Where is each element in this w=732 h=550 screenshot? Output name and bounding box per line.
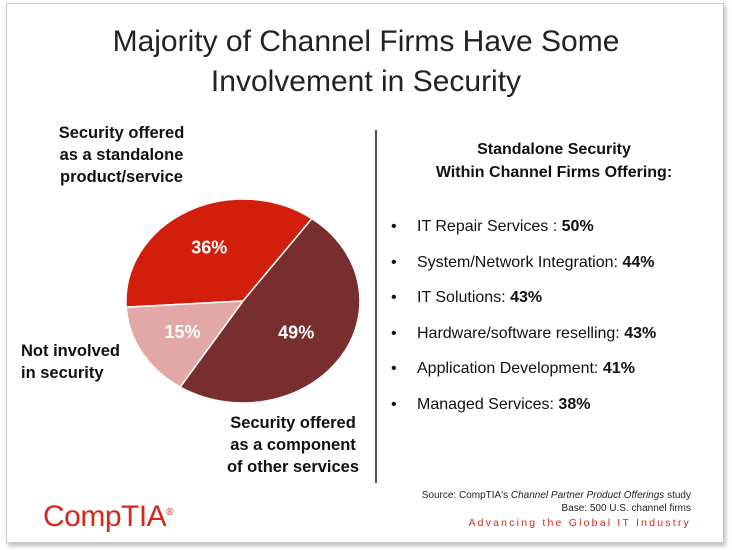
- pie-chart: 36% 49% 15%: [125, 198, 361, 404]
- pie-slice-not-involved: [125, 300, 245, 389]
- list-item: • Application Development: 41%: [391, 360, 635, 377]
- page-title: Majority of Channel Firms Have Some Invo…: [7, 22, 725, 102]
- label-component: Security offered as a component of other…: [226, 414, 360, 476]
- pie-slice-component: [179, 217, 361, 404]
- title-line-1: Majority of Channel Firms Have Some: [112, 25, 620, 58]
- pie-value-component: 49%: [278, 323, 314, 343]
- label-standalone: Security offered as a standalone product…: [58, 124, 185, 186]
- divider-line: [375, 130, 377, 483]
- list-item: • Managed Services: 38%: [391, 395, 591, 413]
- tagline: Advancing the Global IT Industry: [468, 517, 691, 529]
- bullet-icon: •: [391, 395, 397, 413]
- pie-slice-standalone: [125, 198, 314, 309]
- source-note: Source: CompTIA's Channel Partner Produc…: [421, 490, 691, 514]
- bullet-icon: •: [391, 360, 397, 377]
- list-item: • IT Solutions: 43%: [391, 289, 543, 306]
- bullet-icon: •: [391, 324, 397, 342]
- slide: Majority of Channel Firms Have Some Invo…: [6, 3, 724, 543]
- bullet-icon: •: [391, 289, 397, 306]
- pie-value-not-involved: 15%: [164, 322, 200, 342]
- right-heading: Standalone Security Within Channel Firms…: [435, 141, 673, 181]
- pie-value-standalone: 36%: [191, 237, 227, 257]
- list-item: • Hardware/software reselling: 43%: [391, 324, 657, 342]
- title-line-2: Involvement in Security: [210, 65, 522, 98]
- label-not-involved: Not involved in security: [21, 342, 121, 382]
- offering-list: • IT Repair Services : 50% • System/Networ…: [391, 218, 656, 431]
- bullet-icon: •: [391, 218, 397, 235]
- list-item: • IT Repair Services : 50%: [391, 218, 594, 235]
- comptia-logo: CompTIA®: [43, 500, 174, 533]
- bullet-icon: •: [391, 253, 397, 271]
- list-item: • System/Network Integration: 44%: [391, 253, 655, 271]
